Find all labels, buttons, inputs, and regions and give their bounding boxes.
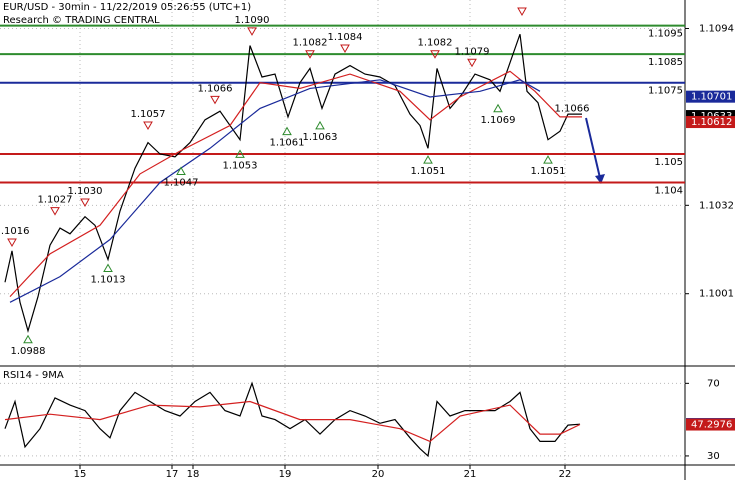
x-tick-label: 19	[279, 469, 292, 480]
x-tick-label: 17	[166, 469, 179, 480]
resistance-marker	[143, 121, 153, 131]
x-tick-label: 21	[464, 469, 477, 480]
y-tick-label: 30	[707, 451, 720, 462]
resistance-marker	[340, 44, 350, 54]
chart-title: EUR/USD - 30min - 11/22/2019 05:26:55 (U…	[3, 2, 251, 13]
y-tick-label: 1.1001	[699, 289, 734, 300]
support-marker	[543, 155, 553, 164]
price-line	[9, 79, 541, 303]
support-label: 1.1051	[531, 166, 566, 177]
resistance-label: 1.1030	[68, 186, 103, 197]
resistance-label: 1.1057	[131, 109, 166, 120]
resistance-label: 1.1066	[198, 83, 233, 94]
support-marker	[315, 120, 325, 130]
projection-arrow	[585, 117, 601, 179]
support-label: 1.1063	[303, 132, 338, 143]
resistance-marker	[247, 27, 257, 36]
y-tick-label: 70	[707, 378, 720, 389]
support-marker	[493, 103, 503, 113]
support-label: 1.1047	[164, 178, 199, 189]
price-tag-label: 47.2976	[691, 420, 732, 431]
level-label: 1.1085	[648, 57, 683, 68]
support-marker	[23, 334, 33, 344]
resistance-marker	[80, 198, 90, 208]
resistance-marker	[430, 50, 440, 59]
support-label: 1.1069	[481, 115, 516, 126]
resistance-label: 1.1027	[38, 195, 73, 206]
price-annotation: 1.1066	[555, 103, 590, 114]
rsi-line	[4, 400, 581, 443]
chart-subtitle: Research © TRADING CENTRAL	[3, 15, 160, 26]
rsi-line	[4, 381, 581, 458]
level-label: 1.104	[654, 186, 683, 197]
resistance-marker	[210, 95, 220, 105]
support-label: 1.1013	[91, 274, 126, 285]
support-marker	[176, 166, 186, 176]
support-label: 1.1053	[223, 160, 258, 171]
price-tag	[686, 90, 735, 103]
x-tick-label: 18	[187, 469, 200, 480]
resistance-marker	[517, 7, 527, 16]
resistance-marker	[50, 207, 60, 216]
level-label: 1.105	[654, 157, 683, 168]
price-tag	[686, 116, 735, 129]
support-marker	[235, 149, 245, 158]
support-marker	[423, 155, 433, 164]
resistance-marker	[7, 238, 17, 247]
rsi-title: RSI14 - 9MA	[3, 370, 64, 381]
support-label: 1.1051	[411, 166, 446, 177]
x-tick-label: 20	[372, 469, 385, 480]
level-label: 1.1075	[648, 86, 683, 97]
support-label: 1.0988	[11, 346, 46, 357]
support-marker	[282, 126, 292, 136]
resistance-marker	[305, 50, 315, 59]
resistance-label: 1.1079	[455, 46, 490, 57]
y-tick-label: 1.1094	[699, 24, 734, 35]
resistance-marker	[467, 58, 477, 68]
x-tick-label: 22	[559, 469, 572, 480]
price-line	[4, 34, 582, 333]
x-tick-label: 15	[74, 469, 87, 480]
resistance-label: 1.1090	[235, 15, 270, 26]
price-tag-label: 1.10701	[691, 92, 732, 103]
level-label: 1.1095	[648, 29, 683, 40]
support-marker	[103, 263, 113, 272]
price-tag	[686, 418, 735, 431]
resistance-label: 1.1082	[293, 38, 328, 49]
resistance-label: 1.1082	[418, 38, 453, 49]
support-label: 1.1061	[270, 138, 305, 149]
resistance-label: 1.1084	[328, 32, 363, 43]
projection-arrowhead	[595, 174, 605, 184]
resistance-label: 1.1016	[0, 226, 30, 237]
y-tick-label: 1.1032	[699, 200, 734, 211]
price-tag-label: 1.10612	[691, 117, 732, 128]
